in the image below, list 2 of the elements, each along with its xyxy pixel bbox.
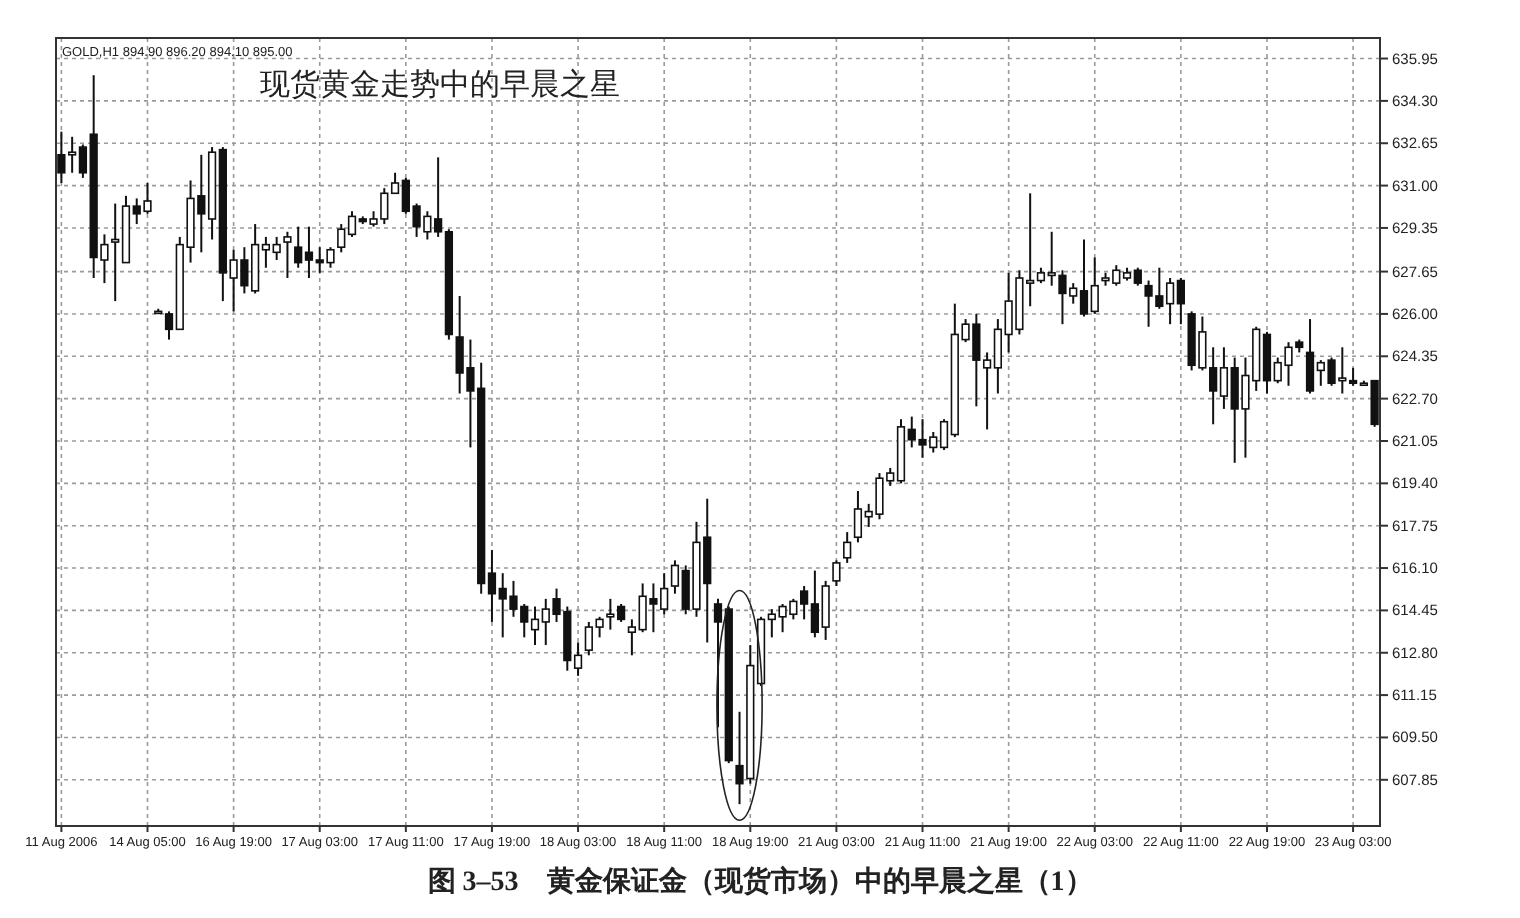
title: 现货黄金走势中的早晨之星: [260, 70, 620, 102]
annotation: 图 3–53 黄金保证金（现货市场）中的早晨之星（1）: [427, 868, 1093, 898]
